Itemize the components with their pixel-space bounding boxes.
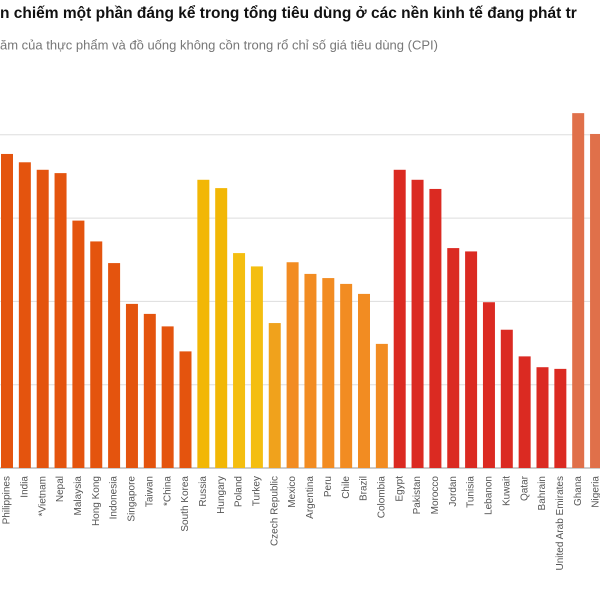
x-tick-label: Nepal bbox=[55, 476, 66, 502]
bar bbox=[197, 179, 210, 469]
bar bbox=[322, 278, 335, 468]
bar bbox=[536, 367, 549, 468]
x-tick-label: Jordan bbox=[448, 476, 459, 507]
bar bbox=[215, 188, 228, 468]
x-tick-label: Nigeria bbox=[591, 476, 600, 508]
x-tick-label: Mexico bbox=[287, 476, 298, 508]
x-tick-label: United Arab Emirates bbox=[555, 476, 566, 571]
x-tick-label: Colombia bbox=[376, 476, 387, 519]
bar bbox=[108, 263, 121, 468]
bar bbox=[161, 326, 174, 468]
bar bbox=[179, 351, 192, 468]
x-tick-label: Ghana bbox=[573, 476, 584, 506]
bar bbox=[411, 179, 424, 469]
bar bbox=[358, 293, 370, 468]
x-tick-label: Turkey bbox=[252, 476, 263, 506]
x-tick-label: Chile bbox=[341, 476, 352, 499]
x-tick-label: Peru bbox=[323, 476, 334, 497]
bar bbox=[90, 241, 103, 468]
bar bbox=[482, 302, 495, 468]
x-tick-label: Argentina bbox=[305, 476, 316, 519]
bar bbox=[286, 262, 299, 468]
x-tick-label: Malaysia bbox=[73, 476, 84, 516]
x-tick-label: Morocco bbox=[430, 476, 441, 515]
x-tick-label: Brazil bbox=[359, 476, 370, 501]
bar bbox=[554, 368, 567, 468]
x-tick-label: Hungary bbox=[216, 476, 227, 514]
x-tick-label: India bbox=[19, 476, 30, 498]
bar bbox=[1, 153, 13, 469]
bar bbox=[465, 251, 478, 468]
x-tick-label: Qatar bbox=[519, 475, 530, 501]
bar bbox=[36, 169, 49, 468]
x-tick-label: Philippines bbox=[2, 476, 13, 524]
bar bbox=[500, 329, 513, 468]
x-tick-label: Czech Republic bbox=[269, 476, 280, 546]
bar bbox=[518, 356, 531, 468]
x-tick-label: South Korea bbox=[180, 476, 191, 532]
bar bbox=[72, 220, 85, 468]
bar bbox=[304, 273, 317, 468]
bar bbox=[590, 133, 600, 469]
x-tick-label: Lebanon bbox=[484, 476, 495, 515]
bar bbox=[268, 323, 281, 468]
x-tick-label: Hong Kong bbox=[91, 476, 102, 526]
chart-title: n chiếm một phần đáng kể trong tổng tiêu… bbox=[0, 5, 577, 22]
x-tick-label: Indonesia bbox=[109, 476, 120, 520]
bar bbox=[18, 162, 31, 468]
bar bbox=[572, 113, 585, 468]
x-tick-label: Poland bbox=[234, 476, 245, 507]
x-tick-label: *China bbox=[162, 476, 173, 506]
x-tick-label: Russia bbox=[198, 476, 209, 507]
bar bbox=[250, 266, 263, 468]
x-tick-label: Taiwan bbox=[144, 476, 155, 507]
bar bbox=[375, 343, 388, 468]
x-tick-label: Bahrain bbox=[537, 476, 548, 510]
x-tick-label: Kuwait bbox=[501, 476, 512, 506]
bar bbox=[54, 173, 67, 469]
x-tick-label: Tunisia bbox=[466, 476, 477, 508]
x-tick-label: *Vietnam bbox=[37, 476, 48, 516]
bar bbox=[143, 313, 156, 468]
x-tick-label: Pakistan bbox=[412, 476, 423, 514]
bar bbox=[340, 283, 353, 468]
x-tick-label: Singapore bbox=[127, 476, 138, 522]
bar bbox=[233, 253, 246, 468]
chart-subtitle: ăm của thực phẩm và đồ uống không cồn tr… bbox=[0, 37, 438, 52]
bar bbox=[393, 169, 406, 468]
x-tick-label: Egypt bbox=[394, 476, 405, 502]
bar bbox=[125, 303, 138, 468]
bar bbox=[447, 248, 460, 468]
bar bbox=[429, 188, 442, 468]
